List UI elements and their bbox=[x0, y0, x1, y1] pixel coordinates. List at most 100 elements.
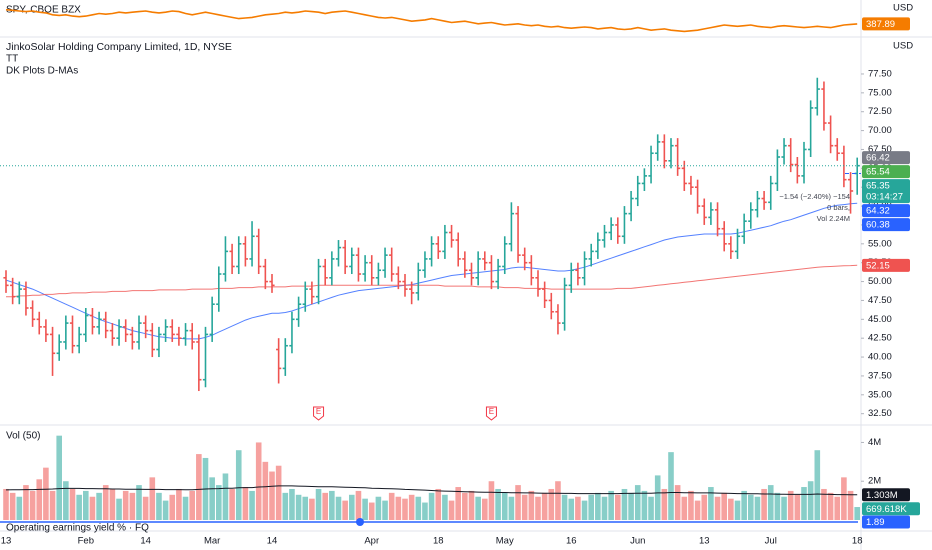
x-tick-label: 16 bbox=[566, 536, 577, 547]
volume-bar bbox=[169, 494, 176, 520]
volume-bar bbox=[714, 496, 721, 520]
spy-price-label: 387.89 bbox=[866, 19, 895, 30]
price-label-bg bbox=[862, 204, 910, 218]
volume-bar bbox=[821, 488, 827, 520]
volume-bar bbox=[408, 494, 415, 520]
earnings-marker bbox=[485, 406, 497, 421]
volume-ma-label-bg bbox=[862, 488, 910, 502]
volume-bar bbox=[109, 488, 116, 520]
volume-bar bbox=[29, 490, 36, 520]
y-tick-label: 42.50 bbox=[868, 333, 892, 344]
volume-bar bbox=[329, 490, 335, 520]
volume-bar bbox=[249, 490, 255, 520]
volume-bar bbox=[129, 492, 136, 520]
volume-bar bbox=[767, 485, 774, 520]
volume-bar bbox=[69, 488, 76, 520]
volume-bar bbox=[102, 485, 109, 520]
volume-bar bbox=[289, 488, 295, 520]
volume-last-label-bg bbox=[862, 502, 920, 516]
volume-bar bbox=[255, 442, 262, 520]
annotation: 0 bars, bbox=[827, 203, 850, 212]
volume-bar bbox=[847, 490, 854, 520]
y-tick-label: 67.50 bbox=[868, 144, 892, 155]
volume-bar bbox=[422, 502, 428, 520]
volume-bar bbox=[442, 494, 448, 520]
volume-bar bbox=[23, 485, 29, 520]
volume-bar bbox=[162, 500, 169, 520]
volume-bar bbox=[734, 500, 741, 520]
price-label: 64.32 bbox=[866, 206, 890, 217]
volume-bar bbox=[521, 494, 528, 520]
volume-last-label: 669.618K bbox=[866, 504, 907, 515]
volume-bar bbox=[515, 485, 521, 520]
x-tick-label: 14 bbox=[140, 536, 151, 547]
annotation: Vol 2.24M bbox=[817, 214, 850, 223]
volume-bar bbox=[721, 492, 727, 520]
volume-bar bbox=[362, 498, 368, 520]
volume-bar bbox=[568, 498, 575, 520]
volume-bar bbox=[3, 488, 9, 520]
volume-bar bbox=[674, 485, 681, 520]
x-tick-label: 18 bbox=[433, 536, 444, 547]
y-tick-label: 77.50 bbox=[868, 68, 892, 79]
x-tick-label: May bbox=[496, 536, 514, 547]
volume-bar bbox=[322, 492, 328, 520]
main-title: JinkoSolar Holding Company Limited, 1D, … bbox=[6, 41, 232, 53]
volume-bar bbox=[668, 452, 674, 520]
y-tick-label: 55.00 bbox=[868, 238, 892, 249]
volume-bar bbox=[242, 487, 249, 520]
volume-bar bbox=[488, 481, 495, 520]
volume-bar bbox=[229, 488, 235, 520]
volume-ma bbox=[5, 485, 858, 496]
volume-bar bbox=[688, 490, 694, 520]
volume-bar bbox=[235, 450, 242, 520]
volume-bar bbox=[548, 488, 555, 520]
x-tick-label: 13 bbox=[1, 536, 12, 547]
volume-bar bbox=[282, 492, 289, 520]
volume-bar bbox=[588, 494, 594, 520]
x-tick-label: Feb bbox=[78, 536, 94, 547]
volume-bar bbox=[36, 479, 43, 520]
volume-bar bbox=[787, 490, 794, 520]
bar-countdown: 03:14:27 bbox=[866, 192, 903, 203]
y-tick-label: 35.00 bbox=[868, 389, 892, 400]
indicator-name: TT bbox=[6, 54, 18, 65]
volume-bar bbox=[455, 487, 461, 520]
volume-bar bbox=[43, 467, 49, 520]
volume-bar bbox=[807, 481, 814, 520]
volume-bar bbox=[595, 492, 601, 520]
moving-average bbox=[5, 202, 858, 340]
volume-bar bbox=[628, 492, 634, 520]
volume-bar bbox=[561, 494, 568, 520]
spy-title: SPY, CBOE BZX bbox=[6, 5, 81, 16]
volume-bar bbox=[482, 498, 488, 520]
volume-bar bbox=[841, 477, 847, 520]
y-tick-label: 4M bbox=[868, 437, 881, 448]
volume-bar bbox=[156, 492, 162, 520]
indicator-name: DK Plots D-MAs bbox=[6, 66, 78, 77]
volume-bar bbox=[834, 496, 841, 520]
y-tick-label: 2M bbox=[868, 476, 881, 487]
volume-bar bbox=[182, 496, 189, 520]
volume-bar bbox=[728, 498, 734, 520]
earnings-marker bbox=[313, 406, 325, 421]
y-tick-label: 75.00 bbox=[868, 87, 892, 98]
volume-bar bbox=[575, 496, 581, 520]
volume-bar bbox=[468, 490, 475, 520]
volume-bar bbox=[814, 450, 821, 520]
y-tick-label: 37.50 bbox=[868, 370, 892, 381]
volume-bar bbox=[634, 485, 641, 520]
volume-bar bbox=[395, 496, 402, 520]
volume-bar bbox=[462, 492, 468, 520]
volume-ma-label: 1.303M bbox=[866, 490, 898, 501]
volume-bar bbox=[368, 502, 375, 520]
spy-axis-unit: USD bbox=[893, 3, 913, 14]
price-label: 52.15 bbox=[866, 260, 890, 271]
volume-bar bbox=[801, 487, 807, 520]
volume-bar bbox=[355, 490, 362, 520]
volume-bar bbox=[681, 496, 688, 520]
volume-bar bbox=[415, 496, 422, 520]
volume-bar bbox=[435, 488, 442, 520]
volume-bar bbox=[774, 492, 781, 520]
volume-bar bbox=[581, 500, 588, 520]
